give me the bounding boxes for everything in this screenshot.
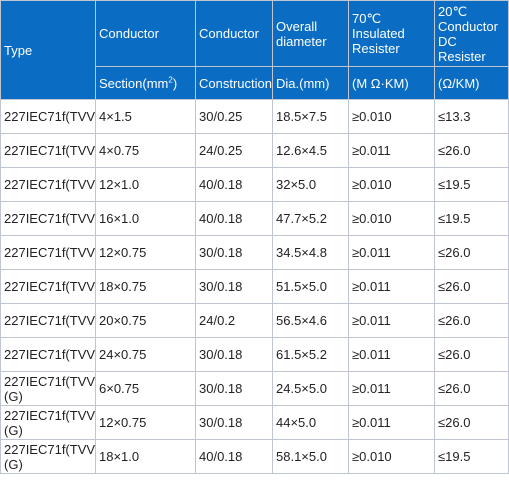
cell-dc: ≤26.0 bbox=[434, 371, 509, 406]
header-insulated: (M Ω·KM) bbox=[348, 66, 435, 100]
table-row: 227IEC71f(TVVB) 4×0.75 24/0.25 12.6×4.5 … bbox=[0, 133, 509, 168]
cell-insulated: ≥0.011 bbox=[348, 133, 435, 168]
header-section: Section(mm2) bbox=[95, 66, 196, 100]
table-row: 227IEC71f(TVVB) 12×0.75 30/0.18 34.5×4.8… bbox=[0, 235, 509, 270]
cell-section: 12×1.0 bbox=[95, 167, 196, 202]
cell-type: 227IEC71f(TVVB) bbox=[0, 337, 96, 372]
cell-dc: ≤26.0 bbox=[434, 133, 509, 168]
cell-insulated: ≥0.010 bbox=[348, 439, 435, 474]
header-row-sub: Section(mm2) Construction(mm2) Dia.(mm) … bbox=[1, 66, 509, 100]
cell-section: 16×1.0 bbox=[95, 201, 196, 236]
cell-type: 227IEC71f(TVVB)(G) bbox=[0, 405, 96, 440]
cell-construction: 24/0.25 bbox=[195, 133, 273, 168]
cell-diameter: 51.5×5.0 bbox=[272, 269, 349, 304]
cell-diameter: 34.5×4.8 bbox=[272, 235, 349, 270]
cell-construction: 30/0.25 bbox=[195, 99, 273, 134]
cell-type: 227IEC71f(TVVB) bbox=[0, 201, 96, 236]
cell-section: 6×0.75 bbox=[95, 371, 196, 406]
table-row: 227IEC71f(TVVB) 12×1.0 40/0.18 32×5.0 ≥0… bbox=[0, 167, 509, 202]
cell-section: 18×1.0 bbox=[95, 439, 196, 474]
header-diameter-group: Overall diameter bbox=[272, 0, 349, 67]
cell-dc: ≤13.3 bbox=[434, 99, 509, 134]
table-row: 227IEC71f(TVVB) 4×1.5 30/0.25 18.5×7.5 ≥… bbox=[0, 99, 509, 134]
table-row: 227IEC71f(TVVB)(G) 6×0.75 30/0.18 24.5×5… bbox=[0, 371, 509, 406]
table-row: 227IEC71f(TVVB)(G) 18×1.0 40/0.18 58.1×5… bbox=[0, 439, 509, 474]
cell-insulated: ≥0.011 bbox=[348, 303, 435, 338]
cell-type: 227IEC71f(TVVB)(G) bbox=[0, 439, 96, 474]
cell-insulated: ≥0.011 bbox=[348, 269, 435, 304]
cell-diameter: 24.5×5.0 bbox=[272, 371, 349, 406]
header-type: Type bbox=[0, 0, 96, 100]
cell-construction: 30/0.18 bbox=[195, 371, 273, 406]
cell-type: 227IEC71f(TVVB) bbox=[0, 133, 96, 168]
cell-construction: 30/0.18 bbox=[195, 235, 273, 270]
table-row: 227IEC71f(TVVB)(G) 12×0.75 30/0.18 44×5.… bbox=[0, 405, 509, 440]
cell-dc: ≤26.0 bbox=[434, 269, 509, 304]
cell-section: 24×0.75 bbox=[95, 337, 196, 372]
table-row: 227IEC71f(TVVB) 24×0.75 30/0.18 61.5×5.2… bbox=[0, 337, 509, 372]
cell-diameter: 12.6×4.5 bbox=[272, 133, 349, 168]
cell-diameter: 44×5.0 bbox=[272, 405, 349, 440]
cell-construction: 30/0.18 bbox=[195, 337, 273, 372]
cell-construction: 24/0.2 bbox=[195, 303, 273, 338]
cell-construction: 40/0.18 bbox=[195, 439, 273, 474]
header-construction-group: Conductor bbox=[195, 0, 273, 67]
cell-section: 12×0.75 bbox=[95, 235, 196, 270]
cell-type: 227IEC71f(TVVB) bbox=[0, 167, 96, 202]
cell-section: 12×0.75 bbox=[95, 405, 196, 440]
cell-construction: 40/0.18 bbox=[195, 167, 273, 202]
cell-dc: ≤19.5 bbox=[434, 439, 509, 474]
cell-dc: ≤26.0 bbox=[434, 337, 509, 372]
cell-dc: ≤26.0 bbox=[434, 235, 509, 270]
header-dc: (Ω/KM) bbox=[434, 66, 509, 100]
cell-construction: 30/0.18 bbox=[195, 405, 273, 440]
cell-construction: 40/0.18 bbox=[195, 201, 273, 236]
cell-section: 4×0.75 bbox=[95, 133, 196, 168]
header-section-text: Section(mm bbox=[99, 75, 169, 91]
cell-insulated: ≥0.010 bbox=[348, 201, 435, 236]
cell-insulated: ≥0.011 bbox=[348, 371, 435, 406]
cell-diameter: 32×5.0 bbox=[272, 167, 349, 202]
cell-diameter: 56.5×4.6 bbox=[272, 303, 349, 338]
cell-construction: 30/0.18 bbox=[195, 269, 273, 304]
cell-section: 4×1.5 bbox=[95, 99, 196, 134]
header-section-close: ) bbox=[172, 75, 178, 91]
header-diameter: Dia.(mm) bbox=[272, 66, 349, 100]
cell-type: 227IEC71f(TVVB)(G) bbox=[0, 371, 96, 406]
cell-type: 227IEC71f(TVVB) bbox=[0, 269, 96, 304]
table-row: 227IEC71f(TVVB) 20×0.75 24/0.2 56.5×4.6 … bbox=[0, 303, 509, 338]
header-dc-group: 20℃ Conductor DC Resister bbox=[434, 0, 509, 67]
header-construction-text: Construction(mm bbox=[199, 75, 272, 91]
cell-insulated: ≥0.011 bbox=[348, 337, 435, 372]
cell-insulated: ≥0.010 bbox=[348, 99, 435, 134]
cell-type: 227IEC71f(TVVB) bbox=[0, 303, 96, 338]
table-row: 227IEC71f(TVVB) 18×0.75 30/0.18 51.5×5.0… bbox=[0, 269, 509, 304]
header-section-group: Conductor bbox=[95, 0, 196, 67]
cell-type: 227IEC71f(TVVB) bbox=[0, 235, 96, 270]
cell-insulated: ≥0.011 bbox=[348, 235, 435, 270]
cell-dc: ≤26.0 bbox=[434, 303, 509, 338]
cell-type: 227IEC71f(TVVB) bbox=[0, 99, 96, 134]
cell-diameter: 61.5×5.2 bbox=[272, 337, 349, 372]
cell-diameter: 47.7×5.2 bbox=[272, 201, 349, 236]
cell-diameter: 58.1×5.0 bbox=[272, 439, 349, 474]
header-construction: Construction(mm2) bbox=[195, 66, 273, 100]
header-row-top: Type Conductor Conductor Overall diamete… bbox=[0, 0, 509, 100]
cell-dc: ≤26.0 bbox=[434, 405, 509, 440]
cell-diameter: 18.5×7.5 bbox=[272, 99, 349, 134]
header-insulated-group: 70℃ Insulated Resister bbox=[348, 0, 435, 67]
cell-insulated: ≥0.011 bbox=[348, 405, 435, 440]
cell-section: 18×0.75 bbox=[95, 269, 196, 304]
header-section-sup: 2 bbox=[168, 75, 173, 85]
table-row: 227IEC71f(TVVB) 16×1.0 40/0.18 47.7×5.2 … bbox=[0, 201, 509, 236]
cell-dc: ≤19.5 bbox=[434, 167, 509, 202]
cell-section: 20×0.75 bbox=[95, 303, 196, 338]
cell-dc: ≤19.5 bbox=[434, 201, 509, 236]
cell-insulated: ≥0.010 bbox=[348, 167, 435, 202]
